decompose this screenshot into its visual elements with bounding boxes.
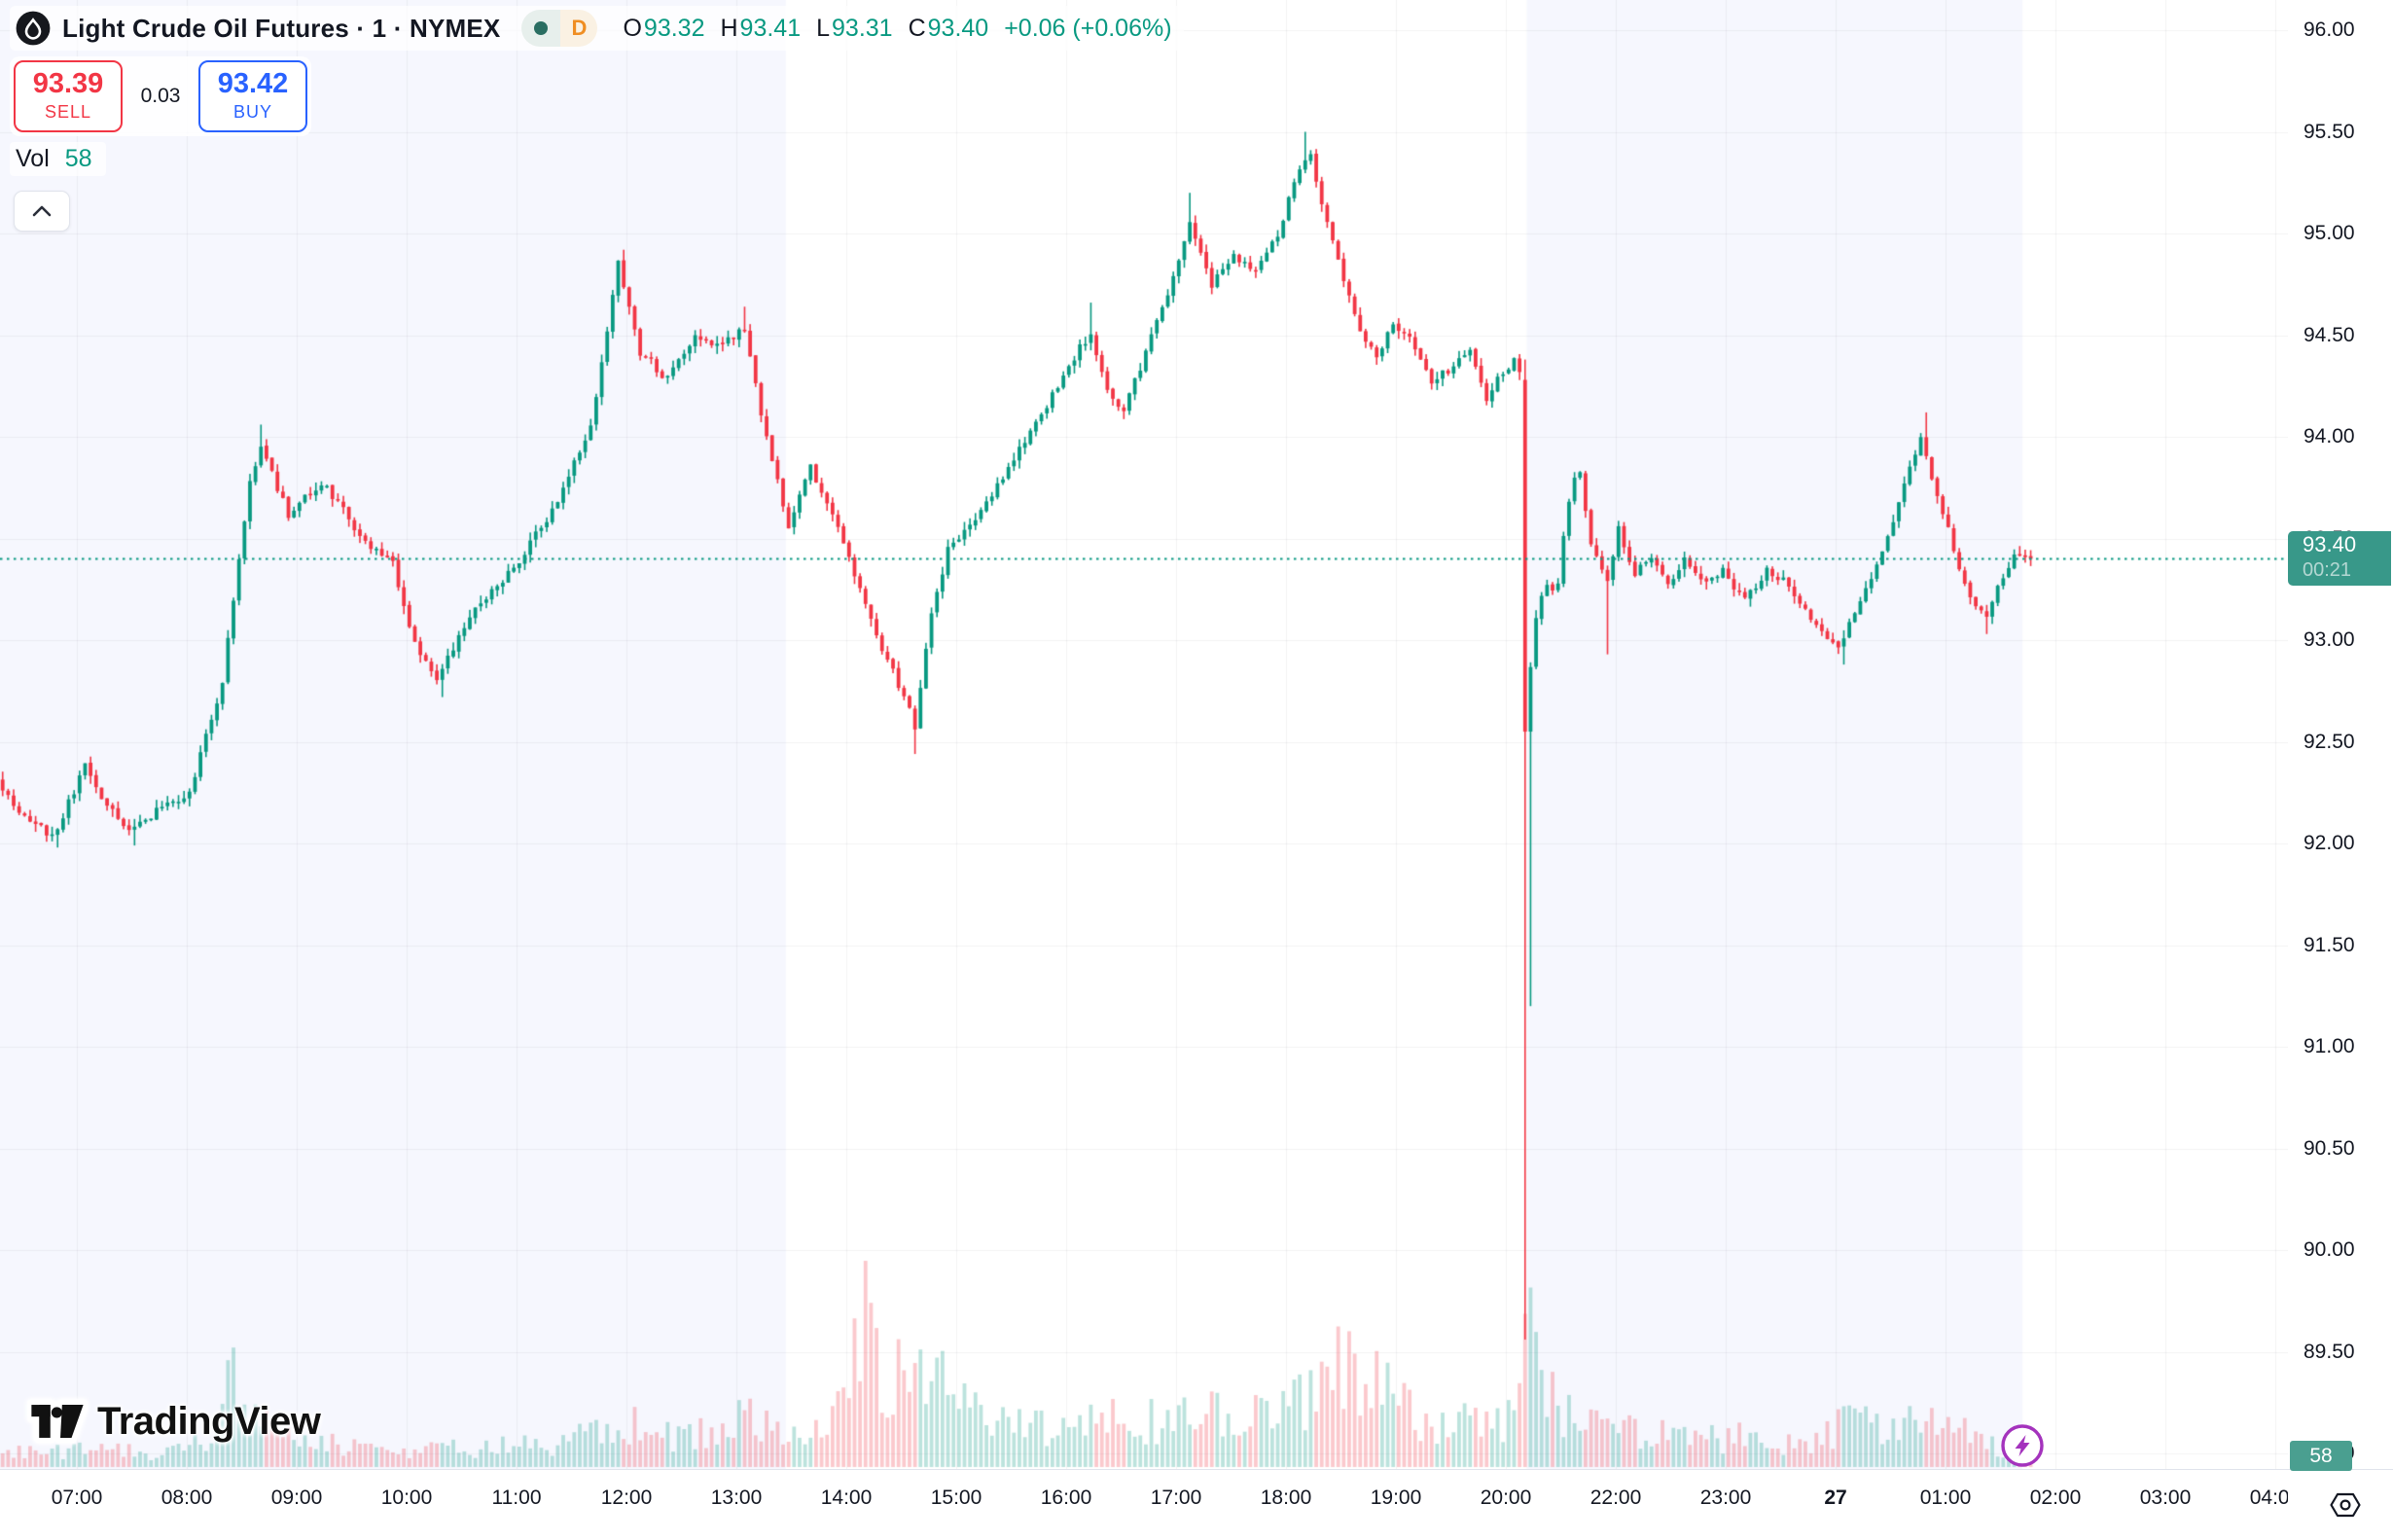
trade-panel: 93.39 SELL 0.03 93.42 BUY — [10, 56, 311, 136]
volume-label: Vol — [16, 145, 50, 172]
time-axis[interactable]: 07:00 08:00 09:00 10:00 11:00 12:00 13:00 14:00… — [0, 1469, 2393, 1540]
buy-price: 93.42 — [217, 68, 289, 99]
time-axis-label: 19:00 — [1370, 1486, 1422, 1509]
price-axis-label: 94.00 — [2304, 425, 2355, 448]
crude-oil-symbol-icon — [16, 11, 51, 46]
chevron-up-icon — [32, 205, 52, 217]
collapse-legend-button[interactable] — [14, 191, 70, 232]
symbol-title[interactable]: Light Crude Oil Futures · 1 · NYMEX — [62, 13, 501, 43]
time-axis-label: 12:00 — [600, 1486, 653, 1509]
price-axis[interactable]: 96.0095.5095.0094.5094.0093.5093.0092.50… — [2288, 0, 2393, 1469]
price-axis-label: 91.00 — [2304, 1035, 2355, 1057]
open-value: 93.32 — [643, 14, 705, 42]
time-axis-label: 16:00 — [1040, 1486, 1092, 1509]
time-axis-label: 14:00 — [820, 1486, 873, 1509]
volume-value: 58 — [64, 145, 92, 172]
bar-countdown: 00:21 — [2303, 559, 2352, 582]
volume-axis-badge: 58 — [2290, 1441, 2352, 1471]
change-value: +0.06 (+0.06%) — [1004, 14, 1172, 42]
time-axis-label: 08:00 — [161, 1486, 213, 1509]
time-axis-label: 02:00 — [2029, 1486, 2082, 1509]
lightning-icon — [2001, 1424, 2044, 1467]
time-axis-label: 27 — [1824, 1486, 1847, 1509]
sell-price: 93.39 — [32, 68, 104, 99]
volume-legend: Vol 58 — [10, 142, 106, 176]
open-label: O — [623, 14, 642, 42]
price-axis-label: 92.50 — [2304, 730, 2355, 753]
price-axis-label: 95.00 — [2304, 222, 2355, 244]
high-value: 93.41 — [739, 14, 802, 42]
timezone-eye-icon — [2330, 1492, 2361, 1517]
close-label: C — [908, 14, 926, 42]
low-value: 93.31 — [832, 14, 893, 42]
tradingview-wordmark: TradingView — [97, 1399, 321, 1443]
ohlc-readout: O 93.32 H 93.41 L 93.31 C 93.40 +0.06 (+0.06… — [623, 15, 1171, 43]
price-axis-label: 93.00 — [2304, 628, 2355, 651]
price-axis-label: 90.00 — [2304, 1238, 2355, 1261]
interval-badge[interactable]: D — [521, 10, 598, 47]
price-axis-label: 96.00 — [2304, 18, 2355, 41]
time-axis-label: 03:00 — [2139, 1486, 2192, 1509]
interval-label: D — [571, 16, 588, 40]
last-price-badge: 93.40 00:21 — [2288, 531, 2391, 587]
time-axis-label: 01:00 — [1919, 1486, 1972, 1509]
price-axis-label: 95.50 — [2304, 120, 2355, 143]
time-axis-label: 22:00 — [1589, 1486, 1642, 1509]
sell-label: SELL — [44, 102, 92, 122]
time-axis-label: 11:00 — [491, 1486, 542, 1509]
price-axis-label: 90.50 — [2304, 1136, 2355, 1160]
price-axis-label: 89.50 — [2304, 1340, 2355, 1363]
time-axis-label: 20:00 — [1480, 1486, 1532, 1509]
buy-label: BUY — [232, 102, 272, 122]
tradingview-logo[interactable]: TradingView — [27, 1399, 321, 1444]
price-axis-label: 94.50 — [2304, 323, 2355, 346]
sell-button[interactable]: 93.39 SELL — [14, 60, 123, 132]
low-label: L — [816, 14, 831, 42]
market-status-dot-icon — [534, 21, 549, 35]
spread-value: 0.03 — [140, 85, 181, 107]
time-axis-settings[interactable] — [2288, 1470, 2393, 1539]
time-axis-label: 10:00 — [380, 1486, 433, 1509]
tradingview-mark-icon — [27, 1399, 88, 1444]
boost-button[interactable] — [1999, 1422, 2046, 1469]
time-axis-label: 07:00 — [51, 1486, 103, 1509]
price-axis-label: 91.50 — [2304, 933, 2355, 956]
time-axis-label: 13:00 — [710, 1486, 763, 1509]
time-axis-label: 15:00 — [930, 1486, 982, 1509]
time-axis-label: 23:00 — [1699, 1486, 1752, 1509]
high-label: H — [720, 14, 738, 42]
time-axis-label: 09:00 — [270, 1486, 323, 1509]
time-axis-label: 17:00 — [1150, 1486, 1202, 1509]
time-axis-label: 18:00 — [1260, 1486, 1312, 1509]
price-axis-label: 92.00 — [2304, 832, 2355, 854]
close-value: 93.40 — [927, 14, 989, 42]
buy-button[interactable]: 93.42 BUY — [198, 60, 307, 132]
last-price-value: 93.40 — [2303, 532, 2357, 557]
